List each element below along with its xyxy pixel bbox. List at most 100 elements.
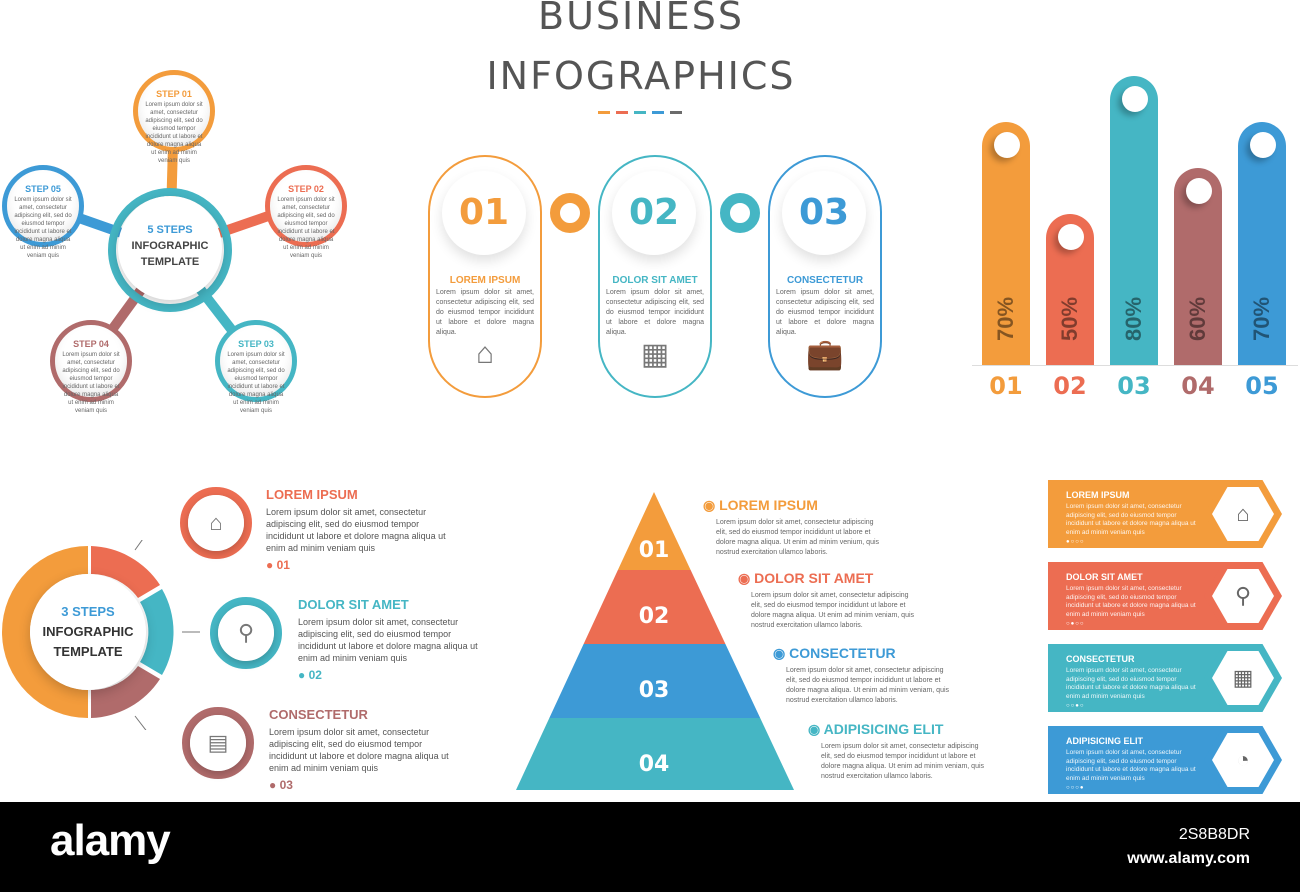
pyramid-number: 02 [638, 604, 670, 629]
bullet-icon: ◉ [703, 497, 716, 513]
bar-category-label: 01 [989, 372, 1023, 400]
step-heading: LOREM IPSUM [266, 487, 358, 502]
calculator-icon: ▤ [190, 715, 246, 771]
pyramid-text-block: ◉ LOREM IPSUM Lorem ipsum dolor sit amet… [703, 497, 883, 558]
step-text: Lorem ipsum dolor sit amet, consectetur … [269, 727, 449, 773]
step-icon-circle: ⚲ [210, 597, 282, 669]
card-heading: DOLOR SIT AMET [1066, 572, 1143, 582]
title-dash [652, 111, 664, 114]
step-label: STEP 04 [73, 339, 109, 349]
timeline-text: Lorem ipsum dolor sit amet, consectetur … [436, 289, 534, 336]
step-circle: STEP 01 Lorem ipsum dolor sit amet, cons… [133, 70, 215, 164]
card-heading: ADIPISICING ELIT [1066, 736, 1144, 746]
timeline-heading: DOLOR SIT AMET [612, 275, 698, 286]
card-heading: LOREM IPSUM [1066, 490, 1130, 500]
bar-value-label: 80% [1121, 296, 1146, 342]
pyramid-heading: ADIPISICING ELIT [823, 721, 944, 737]
timeline-heading: LOREM IPSUM [449, 275, 521, 286]
timeline-text: Lorem ipsum dolor sit amet, consectetur … [606, 289, 704, 336]
step-heading: CONSECTETUR [269, 707, 368, 722]
five-steps-center: 5 STEPS INFOGRAPHIC TEMPLATE [118, 196, 222, 300]
timeline-card: 01 LOREM IPSUM Lorem ipsum dolor sit ame… [428, 155, 542, 398]
center-line-3: TEMPLATE [53, 644, 123, 659]
card-dots: ○●○○ [1066, 621, 1085, 627]
pyramid-level-4 [516, 718, 794, 790]
timeline-card: 02 DOLOR SIT AMET Lorem ipsum dolor sit … [598, 155, 712, 398]
bar: 70% [982, 122, 1030, 365]
bar-category-label: 05 [1245, 372, 1279, 400]
step-icon-circle: ▤ [182, 707, 254, 779]
bar-category-label: 04 [1181, 372, 1215, 400]
bar-knob [1058, 224, 1084, 250]
pyramid-number: 01 [638, 538, 670, 563]
title-dash [634, 111, 646, 114]
step-circle: STEP 05 Lorem ipsum dolor sit amet, cons… [2, 165, 84, 259]
hexagon-badge: ⌂ [1204, 480, 1282, 548]
card-dots: ○○●○ [1066, 703, 1085, 709]
bar-knob [994, 132, 1020, 158]
magnifier-icon: ⚲ [1212, 569, 1274, 623]
bullet-icon: ◉ [738, 570, 751, 586]
connector-ring [720, 193, 760, 233]
pyramid-number: 04 [638, 752, 670, 777]
step-text: Lorem ipsum dolor sit amet, consectetur … [227, 352, 285, 414]
bar: 70% [1238, 122, 1286, 365]
bar-knob [1250, 132, 1276, 158]
title-dash [670, 111, 682, 114]
chart-baseline [972, 365, 1298, 366]
bar-category-label: 02 [1053, 372, 1087, 400]
timeline-text: Lorem ipsum dolor sit amet, consectetur … [776, 289, 874, 336]
bullet-icon: ◉ [808, 721, 821, 737]
bar-value-label: 60% [1185, 296, 1210, 342]
step-circle: STEP 04 Lorem ipsum dolor sit amet, cons… [50, 320, 132, 414]
step-label: STEP 01 [156, 89, 192, 99]
timeline-card: 03 CONSECTETUR Lorem ipsum dolor sit ame… [768, 155, 882, 398]
step-heading: DOLOR SIT AMET [298, 597, 409, 612]
bar-knob [1186, 178, 1212, 204]
center-line-1: 5 STEPS [147, 224, 193, 236]
pyramid-number: 03 [638, 678, 670, 703]
pyramid-heading: CONSECTETUR [789, 645, 896, 661]
title-dash [616, 111, 628, 114]
step-label: STEP 05 [25, 184, 61, 194]
info-card: LOREM IPSUM Lorem ipsum dolor sit amet, … [1048, 480, 1248, 548]
card-text: Lorem ipsum dolor sit amet, consectetur … [1066, 667, 1196, 700]
pyramid-text-block: ◉ CONSECTETUR Lorem ipsum dolor sit amet… [773, 645, 953, 706]
step-text-block: LOREM IPSUM Lorem ipsum dolor sit amet, … [266, 487, 446, 572]
card-text: Lorem ipsum dolor sit amet, consectetur … [1066, 749, 1196, 782]
image-id: 2S8B8DR [1178, 826, 1250, 843]
step-text: Lorem ipsum dolor sit amet, consectetur … [14, 197, 72, 259]
step-text: Lorem ipsum dolor sit amet, consectetur … [62, 352, 120, 414]
pyramid-text: Lorem ipsum dolor sit amet, consectetur … [821, 743, 985, 780]
step-icon-circle: ⌂ [180, 487, 252, 559]
bar-value-label: 50% [1057, 296, 1082, 342]
timeline-heading: CONSECTETUR [786, 275, 864, 286]
card-text: Lorem ipsum dolor sit amet, consectetur … [1066, 585, 1196, 618]
title-dash [598, 111, 610, 114]
step-number: 02 [308, 668, 322, 682]
bar-value-label: 70% [1249, 296, 1274, 342]
step-number: 01 [276, 558, 290, 572]
title-line-1: BUSINESS [538, 0, 744, 38]
footer-bar: alamy 2S8B8DR www.alamy.com [0, 802, 1300, 892]
pyramid-text: Lorem ipsum dolor sit amet, consectetur … [786, 667, 950, 704]
center-line-1: 3 STEPS [61, 604, 115, 619]
bullet-icon: ◉ [773, 645, 786, 661]
card-dots: ●○○○ [1066, 539, 1085, 545]
site-url[interactable]: www.alamy.com [1127, 850, 1250, 867]
step-text: Lorem ipsum dolor sit amet, consectetur … [266, 507, 446, 553]
pyramid-text-block: ◉ ADIPISICING ELIT Lorem ipsum dolor sit… [808, 721, 988, 782]
house-icon: ⌂ [188, 495, 244, 551]
step-number: 03 [279, 778, 293, 792]
three-steps-center: 3 STEPS INFOGRAPHIC TEMPLATE [30, 574, 146, 690]
pyramid-heading: LOREM IPSUM [719, 497, 818, 513]
calendar-icon: ▦ [1212, 651, 1274, 705]
info-card: ADIPISICING ELIT Lorem ipsum dolor sit a… [1048, 726, 1248, 794]
pyramid-text-block: ◉ DOLOR SIT AMET Lorem ipsum dolor sit a… [738, 570, 918, 631]
step-text: Lorem ipsum dolor sit amet, consectetur … [145, 102, 203, 164]
pyramid-text: Lorem ipsum dolor sit amet, consectetur … [716, 519, 880, 556]
connector-ring [550, 193, 590, 233]
timeline-number: 01 [442, 171, 526, 255]
step-text: Lorem ipsum dolor sit amet, consectetur … [277, 197, 335, 259]
step-text-block: CONSECTETUR Lorem ipsum dolor sit amet, … [269, 707, 449, 792]
